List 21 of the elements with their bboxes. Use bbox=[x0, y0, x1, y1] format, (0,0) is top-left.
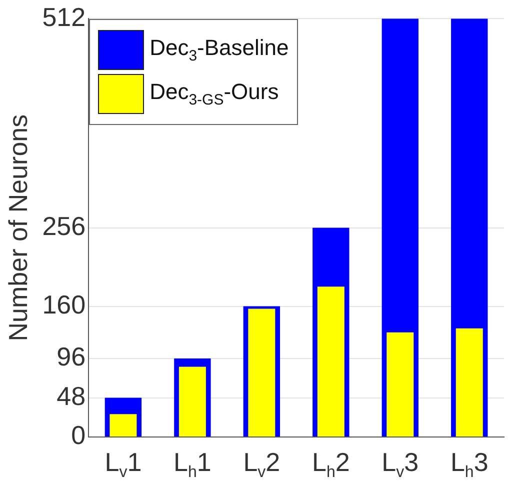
x-tick-label: L$_{v}$3 bbox=[382, 447, 419, 482]
y-tick-label: 0 bbox=[71, 420, 86, 450]
bar bbox=[248, 308, 276, 436]
bar bbox=[178, 366, 206, 436]
y-axis-title: Number of Neurons bbox=[2, 114, 33, 342]
legend-label: Dec$_{3}$-Baseline bbox=[150, 34, 289, 64]
bar bbox=[386, 332, 414, 436]
x-tick-label: L$_{v}$2 bbox=[243, 447, 280, 482]
x-tick-label: L$_{v}$1 bbox=[104, 447, 142, 482]
y-tick-label: 48 bbox=[56, 380, 86, 411]
bar bbox=[110, 414, 137, 436]
bar bbox=[456, 328, 483, 436]
y-tick-label: 256 bbox=[42, 210, 86, 241]
legend-label: Dec$_{3-GS}$-Ours bbox=[150, 78, 279, 108]
y-tick-label: 160 bbox=[42, 289, 86, 320]
x-tick-label: L$_{h}$2 bbox=[312, 447, 350, 482]
x-tick-label: L$_{h}$1 bbox=[174, 447, 212, 482]
bar bbox=[317, 286, 344, 436]
y-tick-label: 96 bbox=[56, 342, 86, 372]
x-tick-label: L$_{h}$3 bbox=[450, 447, 488, 482]
y-tick-label: 512 bbox=[42, 2, 86, 32]
